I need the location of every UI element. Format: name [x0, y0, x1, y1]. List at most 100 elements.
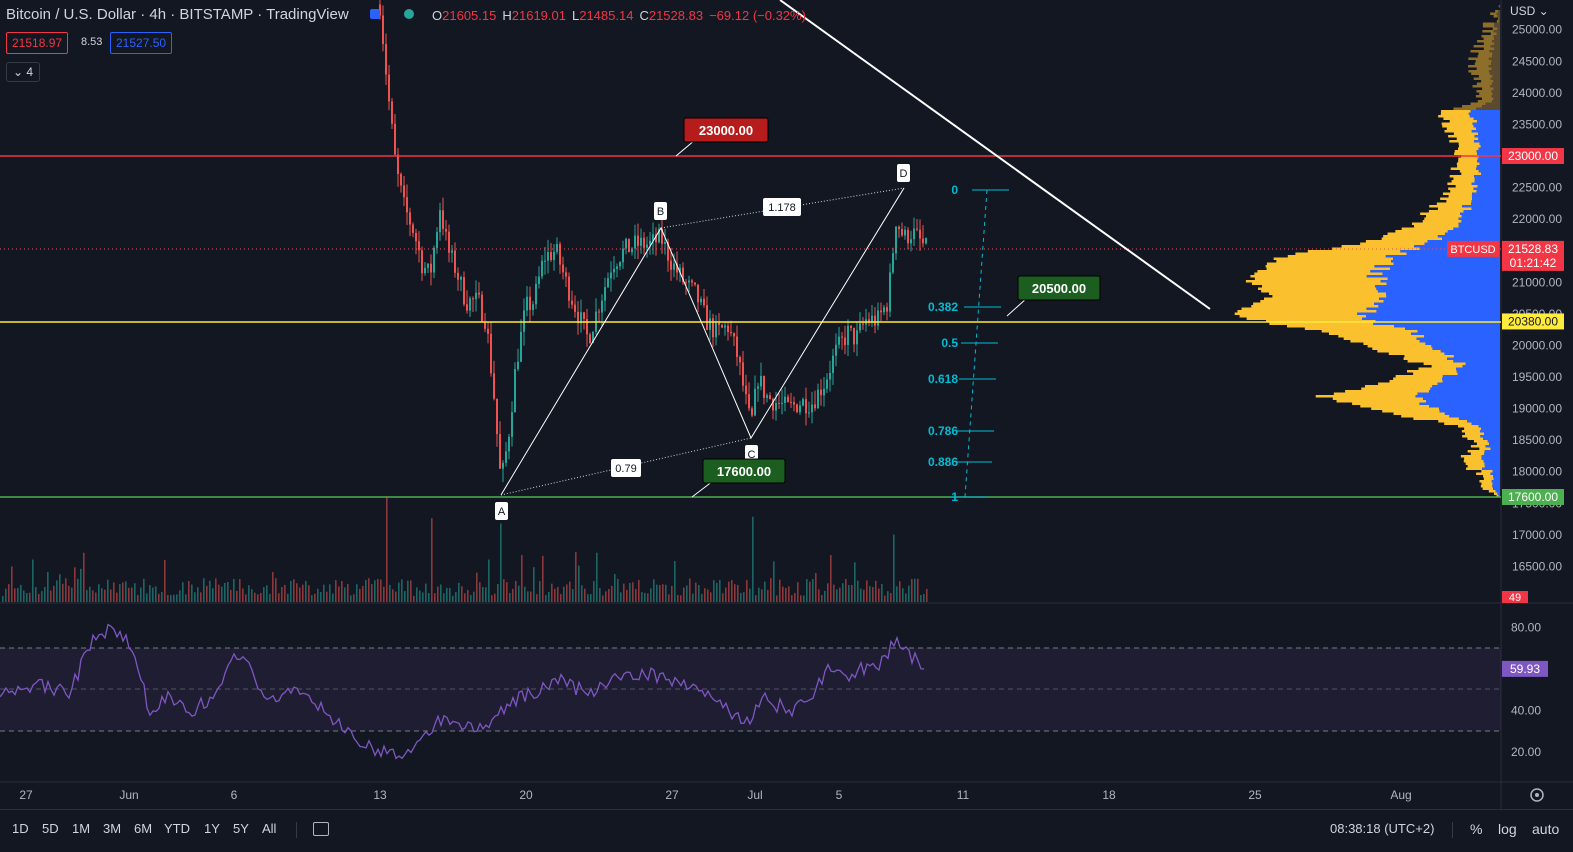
vp-row-down [1454, 355, 1500, 358]
timeframe-1m[interactable]: 1M [72, 821, 90, 836]
vp-row-up [1460, 170, 1479, 173]
vp-row-up [1287, 325, 1394, 328]
vp-row-up [1449, 140, 1474, 143]
vp-row-down [1459, 418, 1500, 421]
candle-body [712, 318, 714, 337]
vp-row-down [1476, 128, 1500, 131]
vp-row-up [1457, 138, 1479, 141]
vp-row-up [1441, 113, 1469, 116]
vp-row-down [1394, 263, 1500, 266]
volume-bar [479, 582, 481, 602]
volume-bar [326, 592, 328, 602]
timeframe-6m[interactable]: 6M [134, 821, 152, 836]
vp-row-up [1371, 408, 1439, 411]
timeframe-5y[interactable]: 5Y [233, 821, 249, 836]
volume-bar [452, 596, 454, 602]
vp-row-up [1466, 463, 1485, 466]
candle-body [481, 295, 483, 322]
open-value: 21605.15 [442, 8, 496, 23]
vp-row-down [1499, 18, 1500, 21]
candle-body [862, 323, 864, 324]
volume-bar [518, 586, 520, 602]
timeframe-3m[interactable]: 3M [103, 821, 121, 836]
percent-toggle[interactable]: % [1470, 821, 1482, 837]
point-label-d: D [897, 164, 910, 182]
vp-row-up [1477, 83, 1492, 86]
log-toggle[interactable]: log [1498, 821, 1517, 837]
vp-row-up [1474, 440, 1488, 443]
candle-body [649, 241, 651, 245]
volume-bar [833, 585, 835, 602]
vp-row-up [1368, 345, 1432, 348]
candle-body [547, 252, 549, 261]
timeframe-all[interactable]: All [262, 821, 276, 836]
vp-row-down [1498, 10, 1500, 13]
vp-row-up [1250, 275, 1366, 278]
candle-body [709, 318, 711, 330]
vp-row-up [1468, 450, 1485, 453]
indicators-toggle[interactable]: ⌄ 4 [6, 62, 40, 82]
point-label-b: B [654, 202, 667, 220]
volume-bar [617, 579, 619, 602]
fib-level-label: 0.786 [928, 424, 958, 438]
vp-row-down [1431, 345, 1500, 348]
volume-bar [236, 591, 238, 602]
low-value: 21485.14 [579, 8, 633, 23]
flag-icon[interactable] [370, 9, 380, 19]
price-tick-label: 17000.00 [1512, 528, 1562, 542]
vp-row-down [1478, 158, 1500, 161]
volume-bar [722, 593, 724, 602]
vp-row-up [1316, 395, 1416, 398]
rsi-tick-label: 80.00 [1511, 620, 1541, 634]
volume-bar [713, 580, 715, 602]
vp-row-down [1497, 33, 1500, 36]
price-tick-label: 21000.00 [1512, 275, 1562, 289]
buy-button[interactable]: 21527.50 [110, 32, 172, 54]
candle-body [583, 312, 585, 319]
vp-row-down [1362, 318, 1500, 321]
timeframe-1y[interactable]: 1Y [204, 821, 220, 836]
vp-row-up [1394, 413, 1445, 416]
vp-row-down [1497, 13, 1500, 16]
clock[interactable]: 08:38:18 (UTC+2) [1330, 821, 1434, 836]
volume-bar [665, 585, 667, 602]
level-tag-label: 20380.00 [1508, 314, 1558, 328]
vp-row-up [1448, 135, 1475, 138]
volume-bar [794, 593, 796, 602]
vp-row-down [1474, 175, 1500, 178]
auto-toggle[interactable]: auto [1532, 821, 1559, 837]
vp-row-up [1247, 318, 1362, 321]
vp-row-up [1426, 215, 1462, 218]
volume-bar [131, 587, 133, 602]
volume-bar [137, 595, 139, 602]
candle-body [787, 397, 789, 402]
symbol-legend[interactable]: Bitcoin / U.S. Dollar · 4h · BITSTAMP · … [6, 6, 349, 23]
market-status-icon[interactable] [404, 9, 414, 19]
volume-bar [293, 579, 295, 602]
sell-button[interactable]: 21518.97 [6, 32, 68, 54]
volume-bar [878, 589, 880, 602]
timeframe-1d[interactable]: 1D [12, 821, 29, 836]
volume-bar [656, 585, 658, 602]
volume-bar [842, 583, 844, 602]
volume-bar [848, 585, 850, 602]
volume-bar [152, 587, 154, 602]
candle-body [568, 277, 570, 301]
currency-selector[interactable]: USD ⌄ [1510, 4, 1549, 18]
volume-bar [623, 584, 625, 602]
volume-bar [845, 579, 847, 602]
vp-row-up [1262, 285, 1375, 288]
vp-row-down [1378, 305, 1500, 308]
chart-canvas[interactable]: A B C D 1.178 0.79 00.3820.50.6180.7860.… [0, 0, 1573, 809]
date-range-icon[interactable] [313, 822, 329, 836]
level-tag-label: 17600.00 [1508, 490, 1558, 504]
vp-row-down [1379, 298, 1500, 301]
vp-row-down [1494, 48, 1500, 51]
volume-bar [494, 594, 496, 602]
volume-bar [422, 592, 424, 602]
volume-bar [197, 587, 199, 602]
timeframe-ytd[interactable]: YTD [164, 821, 190, 836]
vp-row-up [1482, 88, 1494, 91]
timeframe-5d[interactable]: 5D [42, 821, 59, 836]
